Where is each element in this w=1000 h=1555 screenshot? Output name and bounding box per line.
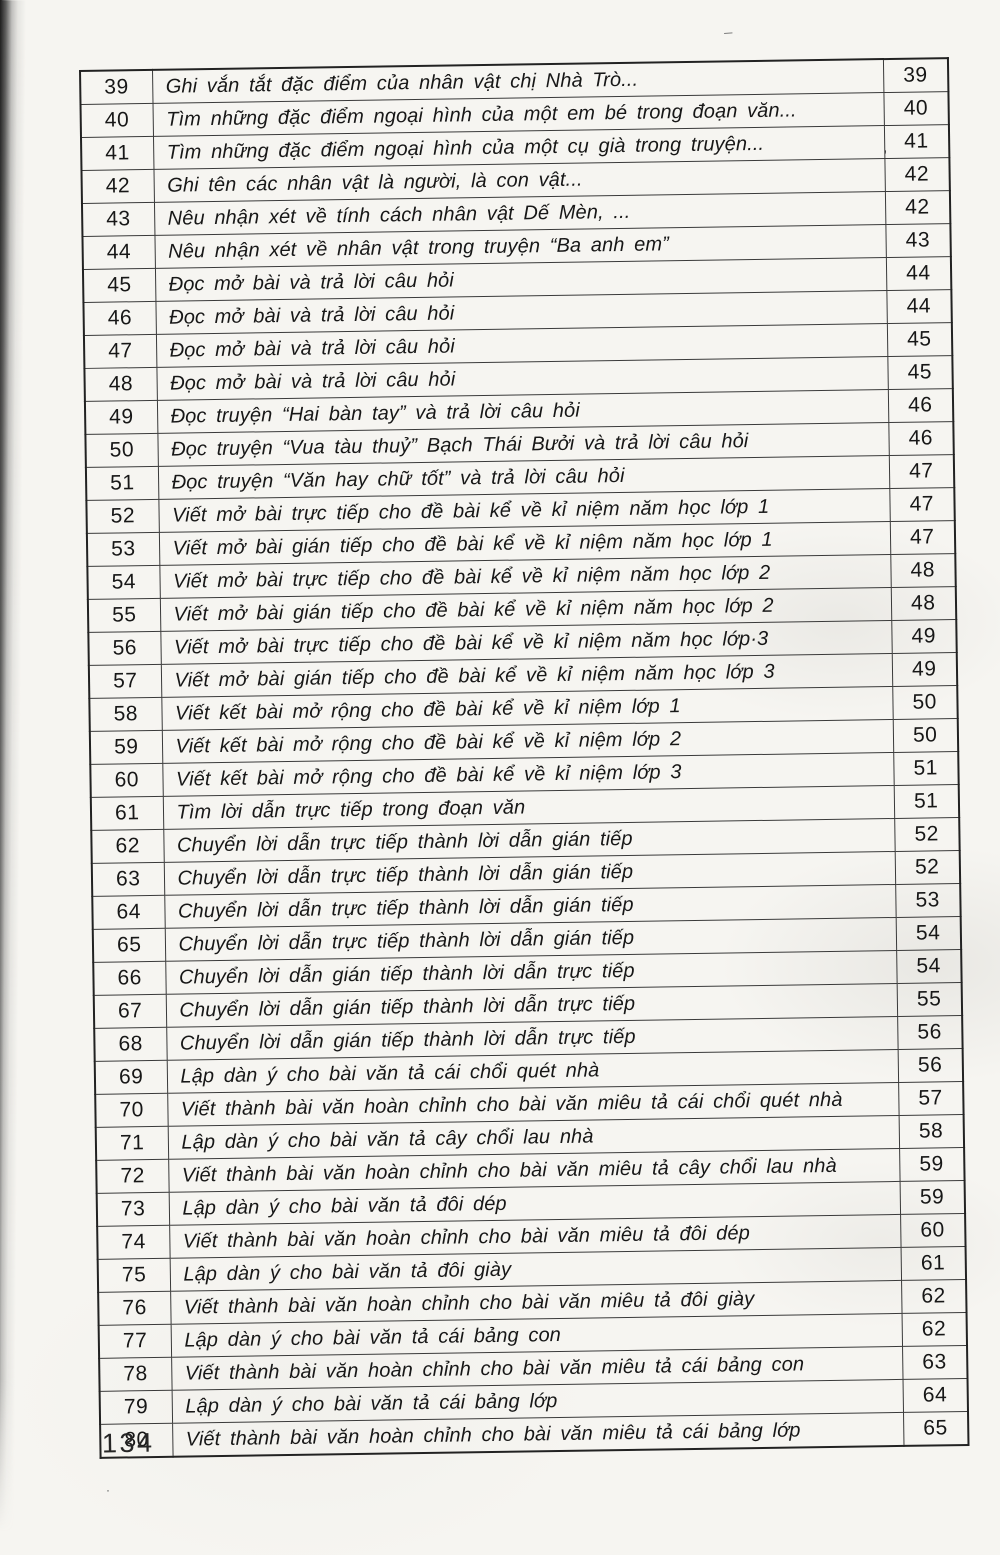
exercise-page-number: 61 xyxy=(900,1246,967,1281)
exercise-number: 53 xyxy=(86,532,160,567)
exercise-number: 43 xyxy=(81,202,155,237)
exercise-number: 59 xyxy=(89,730,163,765)
exercise-number: 41 xyxy=(81,136,154,171)
exercise-page-number: 43 xyxy=(885,223,951,258)
exercise-number: 40 xyxy=(80,103,153,138)
exercise-number: 74 xyxy=(97,1225,170,1260)
exercise-page-number: 59 xyxy=(899,1147,965,1182)
exercise-page-number: 47 xyxy=(889,520,956,555)
exercise-number: 60 xyxy=(90,763,163,798)
exercise-number: 56 xyxy=(88,631,161,666)
exercise-page-number: 46 xyxy=(888,421,954,456)
exercise-number: 68 xyxy=(94,1027,167,1062)
exercise-number: 57 xyxy=(88,664,162,699)
exercise-number: 72 xyxy=(96,1159,169,1194)
exercise-number: 58 xyxy=(89,697,162,732)
exercise-page-number: 52 xyxy=(894,850,961,885)
exercise-page-number: 48 xyxy=(890,553,956,588)
exercise-page-number: 42 xyxy=(884,157,950,192)
exercise-number: 76 xyxy=(98,1291,171,1326)
exercise-number: 61 xyxy=(90,796,164,831)
exercise-number: 42 xyxy=(81,169,154,204)
exercise-number: 77 xyxy=(98,1324,172,1359)
exercise-page-number: 50 xyxy=(892,718,959,753)
exercise-number: 47 xyxy=(83,334,157,369)
scan-artifact-speck: · xyxy=(106,1483,110,1497)
exercise-number: 44 xyxy=(82,235,155,270)
exercise-page-number: 59 xyxy=(899,1180,966,1215)
exercise-page-number: 49 xyxy=(891,652,958,687)
exercise-number: 48 xyxy=(84,367,157,402)
exercise-number: 73 xyxy=(96,1192,170,1227)
exercise-page-number: 60 xyxy=(900,1213,966,1248)
exercise-number: 55 xyxy=(87,598,161,633)
exercise-page-number: 45 xyxy=(886,322,953,357)
exercise-page-number: 48 xyxy=(890,586,957,621)
exercise-page-number: 45 xyxy=(887,355,953,390)
exercise-page-number: 54 xyxy=(895,916,962,951)
exercise-page-number: 52 xyxy=(894,817,960,852)
exercise-number: 69 xyxy=(94,1060,168,1095)
exercise-number: 54 xyxy=(87,565,160,600)
exercise-number: 65 xyxy=(92,928,166,963)
toc-table-container: 39 Ghi vắn tắt đặc điểm của nhân vật chị… xyxy=(79,57,970,1459)
exercise-page-number: 58 xyxy=(898,1114,965,1149)
exercise-number: 63 xyxy=(91,862,165,897)
exercise-number: 66 xyxy=(93,961,166,996)
exercise-number: 62 xyxy=(91,829,164,864)
exercise-number: 79 xyxy=(99,1390,173,1425)
exercise-number: 46 xyxy=(83,301,156,336)
exercise-page-number: 65 xyxy=(903,1411,969,1446)
exercise-number: 52 xyxy=(86,499,159,534)
exercise-number: 78 xyxy=(99,1357,172,1392)
scan-artifact-dash: – xyxy=(723,23,733,42)
exercise-page-number: 54 xyxy=(896,949,962,984)
exercise-page-number: 47 xyxy=(888,454,955,489)
exercise-page-number: 62 xyxy=(901,1279,967,1314)
exercise-number: 49 xyxy=(84,400,158,435)
exercise-page-number: 40 xyxy=(883,91,949,126)
exercise-number: 75 xyxy=(97,1258,171,1293)
toc-table: 39 Ghi vắn tắt đặc điểm của nhân vật chị… xyxy=(79,57,970,1459)
exercise-number: 70 xyxy=(95,1093,168,1128)
exercise-page-number: 41 xyxy=(883,124,950,159)
book-page-number: 134 xyxy=(101,1427,155,1459)
exercise-page-number: 44 xyxy=(885,256,952,291)
exercise-page-number: 42 xyxy=(884,190,951,225)
exercise-page-number: 57 xyxy=(898,1081,964,1116)
exercise-page-number: 44 xyxy=(886,289,952,324)
exercise-page-number: 53 xyxy=(895,883,961,918)
exercise-page-number: 56 xyxy=(897,1048,964,1083)
exercise-number: 51 xyxy=(85,466,159,501)
exercise-page-number: 62 xyxy=(901,1312,968,1347)
exercise-page-number: 51 xyxy=(893,784,960,819)
exercise-number: 39 xyxy=(80,69,153,105)
exercise-number: 64 xyxy=(92,895,165,930)
exercise-number: 50 xyxy=(85,433,158,468)
exercise-number: 67 xyxy=(93,994,167,1029)
exercise-number: 71 xyxy=(95,1126,169,1161)
exercise-page-number: 46 xyxy=(887,388,954,423)
exercise-page-number: 63 xyxy=(902,1345,968,1380)
exercise-number: 45 xyxy=(82,268,156,303)
exercise-page-number: 39 xyxy=(882,58,949,93)
exercise-page-number: 64 xyxy=(902,1378,968,1413)
scan-gutter-shadow xyxy=(0,0,26,1533)
exercise-page-number: 49 xyxy=(891,619,957,654)
exercise-page-number: 47 xyxy=(889,487,955,522)
exercise-page-number: 55 xyxy=(896,982,963,1017)
exercise-page-number: 51 xyxy=(893,751,959,786)
exercise-page-number: 50 xyxy=(892,685,958,720)
exercise-page-number: 56 xyxy=(897,1015,963,1050)
